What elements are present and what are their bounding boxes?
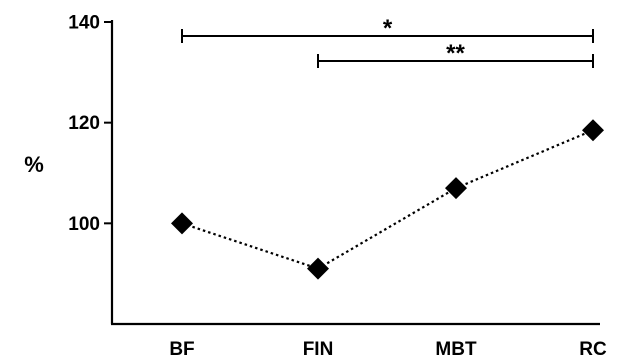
- significance-bracket: *: [181, 15, 594, 43]
- data-point-fin: [307, 257, 329, 280]
- x-tick-label: MBT: [435, 339, 477, 358]
- data-point-bf: [171, 212, 193, 235]
- x-tick-label: FIN: [303, 339, 334, 358]
- labels: BF FIN MBT RC%: [24, 152, 607, 358]
- data-point-mbt: [445, 177, 467, 200]
- data-point-rc: [582, 119, 604, 142]
- x-tick-label: RC: [579, 339, 607, 358]
- series-line: [181, 129, 594, 270]
- axes: 100 120 140: [68, 13, 600, 326]
- significance-brackets: ***: [181, 15, 594, 68]
- significance-label: **: [446, 40, 465, 67]
- y-axis-label: %: [24, 152, 44, 177]
- y-tick-label: 140: [68, 13, 100, 34]
- significance-label: *: [383, 15, 393, 42]
- y-tick-label: 100: [68, 214, 100, 235]
- series: [171, 119, 604, 280]
- x-tick-label: BF: [169, 339, 194, 358]
- significance-bracket: **: [317, 40, 594, 68]
- y-tick-label: 120: [68, 113, 100, 134]
